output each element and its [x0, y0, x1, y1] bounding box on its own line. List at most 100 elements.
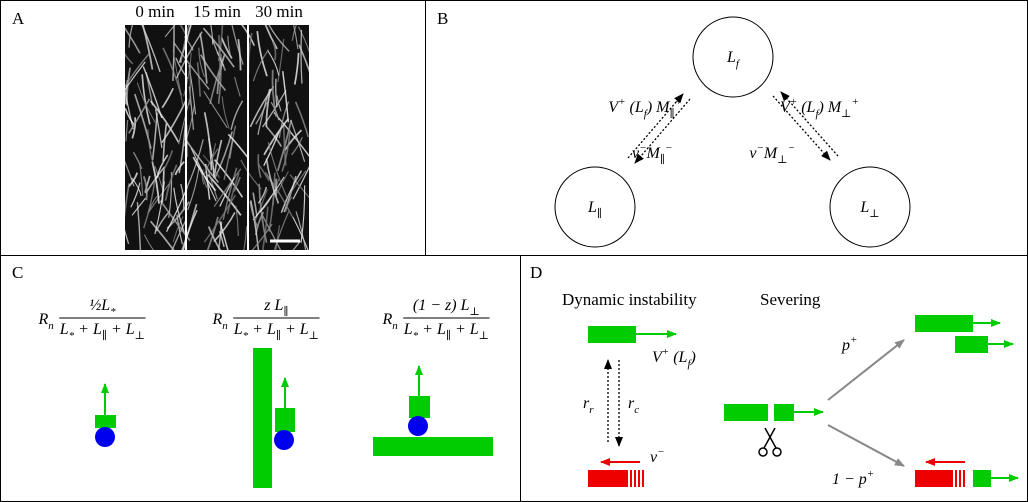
rate-prefix-part: n — [48, 320, 54, 332]
filament — [199, 33, 208, 84]
filament — [230, 100, 244, 130]
rate-label-part: + — [662, 346, 669, 358]
filament — [125, 229, 130, 245]
edge-label-part: ) M — [646, 99, 671, 116]
filament — [147, 129, 155, 167]
edge-label-part: + — [675, 96, 682, 108]
filament — [250, 200, 260, 250]
filament — [226, 172, 240, 215]
filament — [143, 234, 154, 250]
filament — [254, 189, 268, 221]
filament — [171, 220, 187, 250]
rate-denominator-part: + L — [107, 321, 135, 338]
filament — [295, 211, 307, 250]
filament — [273, 211, 290, 250]
rate-label: rc — [628, 395, 639, 416]
filament — [281, 130, 291, 172]
node-label-part: L — [726, 49, 736, 66]
edge-label-part: V — [780, 99, 792, 116]
filament — [278, 101, 290, 139]
rate-prefix-part: n — [392, 320, 398, 332]
time-label: 15 min — [193, 2, 241, 21]
filament — [233, 176, 241, 192]
time-label: 30 min — [255, 2, 303, 21]
filament — [235, 205, 239, 237]
rate-numerator-part: ⊥ — [470, 306, 480, 318]
filament — [228, 140, 234, 159]
rate-label: rr — [583, 395, 594, 416]
rate-denominator-part: + L — [418, 321, 446, 338]
filament — [143, 178, 156, 229]
filament — [136, 82, 156, 123]
rate-numerator-part: ∥ — [283, 305, 288, 318]
edge-label-part: − — [665, 142, 672, 154]
filament — [125, 89, 134, 130]
filament — [142, 175, 148, 201]
filament — [263, 131, 280, 166]
filament — [184, 139, 204, 192]
filament — [172, 50, 184, 106]
probability-label-part: + — [867, 468, 874, 480]
filament — [257, 154, 262, 178]
filament — [201, 169, 205, 185]
rate-denominator-part: + L — [74, 321, 102, 338]
filament — [214, 131, 233, 179]
filament — [257, 186, 268, 204]
section-title: Dynamic instability — [562, 290, 697, 309]
edge-label-part: ∥ — [660, 153, 665, 166]
filament — [221, 96, 230, 129]
filament — [227, 35, 231, 55]
filament — [125, 53, 150, 88]
filament — [219, 221, 229, 250]
filament — [217, 25, 224, 62]
rate-label-part: (L — [669, 349, 687, 366]
filament — [217, 53, 222, 104]
rate-denominator-part: + L — [248, 321, 276, 338]
filament — [164, 164, 178, 201]
node-label-part: L — [587, 199, 597, 216]
rate-denominator-part: ∥ — [102, 329, 107, 342]
filament — [252, 49, 269, 82]
filament — [267, 50, 280, 76]
node-label-part: L — [859, 199, 869, 216]
rate-label-part: V — [652, 349, 664, 366]
filament — [249, 85, 275, 128]
filament — [252, 176, 285, 221]
filament — [216, 53, 226, 95]
filament — [282, 71, 290, 123]
section-title: Severing — [760, 290, 821, 309]
filament — [127, 172, 139, 188]
filament — [132, 151, 143, 170]
filament — [243, 226, 248, 250]
rate-prefix: Rn — [211, 311, 228, 332]
filament — [131, 117, 137, 139]
node-label: L∥ — [587, 199, 602, 220]
filament — [267, 142, 288, 199]
filament — [130, 182, 141, 208]
probability-label: 1 − p+ — [832, 468, 874, 488]
panel-label: C — [12, 263, 23, 282]
filament — [249, 201, 259, 228]
filament — [149, 220, 175, 250]
dynamics-sketches — [588, 315, 1019, 487]
filament — [164, 25, 176, 38]
filament — [203, 194, 236, 243]
filament — [264, 172, 293, 218]
filament — [125, 27, 141, 54]
rate-denominator-part: L — [233, 321, 243, 338]
filament — [263, 117, 290, 156]
filament — [172, 216, 184, 243]
filament — [184, 138, 219, 183]
filament — [300, 29, 303, 84]
edge-label-part: + — [852, 96, 859, 108]
rate-numerator-part: ½L — [89, 297, 110, 314]
filament — [291, 25, 297, 41]
filament — [202, 154, 220, 178]
rate-label-part: r — [628, 395, 635, 412]
rate-denominator-part: + L — [281, 321, 309, 338]
edge-label-part: − — [788, 142, 795, 154]
probability-label: p+ — [841, 334, 857, 354]
filament — [144, 175, 151, 193]
edge-label-part: − — [756, 142, 763, 154]
filament — [227, 133, 249, 159]
